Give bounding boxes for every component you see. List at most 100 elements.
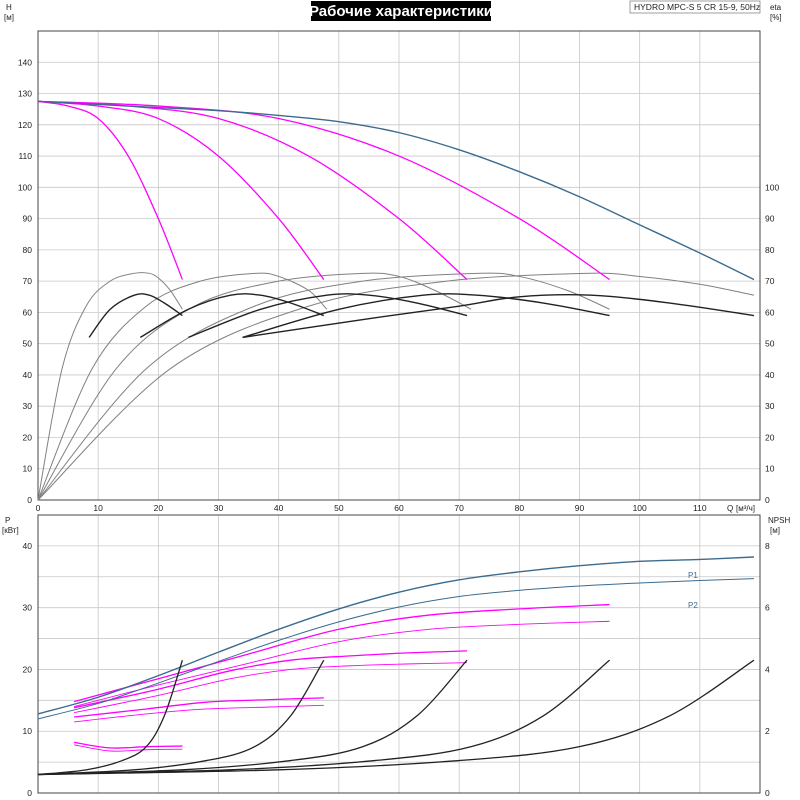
y-tick-label: 140 xyxy=(18,57,32,67)
y-tick-label: 50 xyxy=(23,339,33,349)
p-tick-label: 0 xyxy=(27,788,32,798)
npsh-curve xyxy=(37,659,755,776)
y2-tick-label: 90 xyxy=(765,214,775,224)
y-tick-label: 70 xyxy=(23,276,33,286)
head-reduced-curve xyxy=(37,100,610,281)
y-tick-label: 10 xyxy=(23,464,33,474)
p2-reduced-curve xyxy=(74,744,183,752)
p-tick-label: 30 xyxy=(23,603,33,613)
x-tick-label: 100 xyxy=(633,503,647,513)
x-tick-label: 90 xyxy=(575,503,585,513)
y2-tick-label: 40 xyxy=(765,370,775,380)
eta-pump-curve xyxy=(37,272,755,501)
p2-reduced-curve xyxy=(74,704,324,723)
y2-tick-label: 0 xyxy=(765,495,770,505)
x-tick-label: 20 xyxy=(154,503,164,513)
x-tick-label: 110 xyxy=(693,503,707,513)
y-tick-label: 20 xyxy=(23,432,33,442)
eta-system-curve xyxy=(139,293,325,339)
eta-pump-curve xyxy=(37,272,472,501)
p-tick-label: 20 xyxy=(23,664,33,674)
x-tick-label: 0 xyxy=(36,503,41,513)
x-tick-label: 30 xyxy=(214,503,224,513)
y-tick-label: 120 xyxy=(18,120,32,130)
x-tick-label: 40 xyxy=(274,503,284,513)
p-tick-label: 40 xyxy=(23,541,33,551)
head-reduced-curve xyxy=(37,100,468,281)
p1-reduced-curve xyxy=(74,741,183,749)
p2-reduced-curve xyxy=(73,620,610,707)
y2-tick-label: 80 xyxy=(765,245,775,255)
lower-frame xyxy=(37,514,761,794)
y2-tick-label: 30 xyxy=(765,401,775,411)
y2-axis-unit: [%] xyxy=(770,13,782,22)
y-tick-label: 100 xyxy=(18,182,32,192)
x-axis-label: Q xyxy=(727,504,733,513)
x-tick-label: 60 xyxy=(394,503,404,513)
npsh-curve xyxy=(37,659,325,776)
head-reduced-curve xyxy=(37,100,325,280)
model-label: HYDRO MPC-S 5 CR 15-9, 50Hz xyxy=(634,2,760,12)
head-full-curve xyxy=(37,100,755,281)
p1-label: P1 xyxy=(688,571,698,580)
p-axis-unit: [кВт] xyxy=(2,526,19,535)
y2-tick-label: 100 xyxy=(765,182,779,192)
npsh-tick-label: 4 xyxy=(765,664,770,674)
p2-label: P2 xyxy=(688,601,698,610)
y2-tick-label: 10 xyxy=(765,464,775,474)
model-box xyxy=(629,0,761,14)
y-tick-label: 110 xyxy=(18,151,32,161)
lower-grid xyxy=(37,514,761,793)
npsh-tick-label: 2 xyxy=(765,726,770,736)
y-tick-label: 0 xyxy=(27,495,32,505)
head-reduced-curve xyxy=(37,100,184,280)
p1-reduced-curve xyxy=(74,697,324,718)
x-axis-unit: [м³/ч] xyxy=(736,504,755,513)
eta-system-curve xyxy=(242,294,755,339)
x-tick-label: 70 xyxy=(454,503,464,513)
y-axis-unit: [м] xyxy=(4,13,14,22)
npsh-tick-label: 8 xyxy=(765,541,770,551)
p2-reduced-curve xyxy=(74,662,467,714)
chart-title: Рабочие характеристики xyxy=(309,3,493,20)
npsh-tick-label: 0 xyxy=(765,788,770,798)
x-tick-label: 80 xyxy=(515,503,525,513)
p-axis-label: P xyxy=(5,516,10,525)
eta-system-curve xyxy=(242,293,610,339)
p1-full-curve xyxy=(37,556,755,715)
upper-chart: 0102030405060708090100110120130140010203… xyxy=(18,30,779,513)
npsh-axis-label: NPSH xyxy=(768,516,790,525)
p1-reduced-curve xyxy=(73,650,468,709)
y-tick-label: 80 xyxy=(23,245,33,255)
y-tick-label: 30 xyxy=(23,401,33,411)
y-tick-label: 40 xyxy=(23,370,33,380)
y2-tick-label: 20 xyxy=(765,432,775,442)
p-tick-label: 10 xyxy=(23,726,33,736)
eta-system-curve xyxy=(88,293,183,338)
eta-pump-curve xyxy=(37,272,183,501)
p1-reduced-curve xyxy=(73,603,610,703)
y2-axis-label: eta xyxy=(770,3,782,12)
lower-chart: 0 10 20 30 40 0 2 4 6 8 xyxy=(23,514,770,798)
eta-system-curve xyxy=(188,293,468,339)
eta-pump-curve xyxy=(37,272,610,501)
npsh-curve xyxy=(37,659,184,776)
npsh-curve xyxy=(37,659,468,776)
y2-tick-label: 50 xyxy=(765,339,775,349)
npsh-axis-unit: [м] xyxy=(770,526,780,535)
x-tick-label: 50 xyxy=(334,503,344,513)
upper-frame xyxy=(37,30,761,501)
npsh-tick-label: 6 xyxy=(765,603,770,613)
upper-grid xyxy=(37,30,761,501)
title-box xyxy=(311,1,491,21)
y-tick-label: 130 xyxy=(18,89,32,99)
eta-pump-curve xyxy=(37,272,328,501)
y-tick-label: 90 xyxy=(23,214,33,224)
y-axis-label: H xyxy=(6,3,12,12)
npsh-curve xyxy=(37,659,610,776)
x-tick-label: 10 xyxy=(93,503,103,513)
y2-tick-label: 60 xyxy=(765,307,775,317)
p2-full-curve xyxy=(37,578,754,720)
y2-tick-label: 70 xyxy=(765,276,775,286)
